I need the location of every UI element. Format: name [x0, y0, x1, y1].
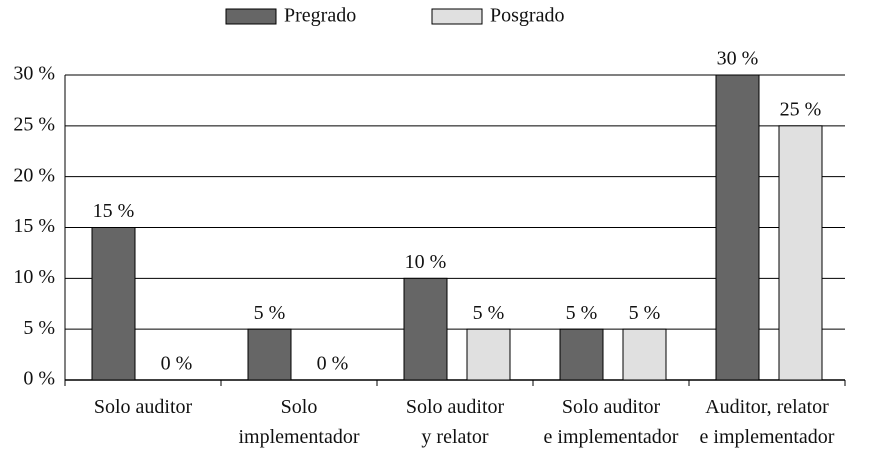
x-tick-label-line: Solo auditor — [562, 396, 661, 418]
bar — [91, 227, 136, 381]
x-tick-label-line: implementador — [238, 426, 359, 448]
y-tick-label: 5 % — [23, 317, 55, 339]
x-tick-label: Auditor, relator e implementador — [700, 396, 835, 448]
x-tick-label-line: Solo auditor — [406, 396, 505, 418]
value-label: 5 % — [629, 302, 661, 324]
y-tick-label: 30 % — [13, 63, 55, 85]
bar — [715, 74, 760, 381]
x-tick-label-line: Auditor, relator — [705, 396, 829, 418]
value-label: 5 % — [473, 302, 505, 324]
y-tick-label: 25 % — [13, 113, 55, 135]
bar — [559, 328, 604, 381]
bar — [778, 125, 823, 381]
x-tick-label: Solo auditor y relator — [406, 396, 505, 448]
x-tick-label: Solo auditor e implementador — [544, 396, 679, 448]
x-tick-label-line: y relator — [421, 426, 489, 448]
bar — [466, 328, 511, 381]
x-tick-label-line: e implementador — [700, 426, 835, 448]
value-label: 5 % — [254, 302, 286, 324]
legend-swatch — [225, 8, 277, 25]
x-tick-label-line: Solo auditor — [94, 396, 193, 418]
legend-label: Posgrado — [490, 5, 564, 27]
y-tick-label: 0 % — [23, 368, 55, 390]
legend-label: Pregrado — [284, 5, 356, 27]
value-label: 0 % — [161, 353, 193, 375]
bar — [622, 328, 667, 381]
y-tick-label: 15 % — [13, 215, 55, 237]
value-label: 10 % — [405, 251, 447, 273]
x-tick-label: Solo implementador — [238, 396, 359, 448]
value-label: 5 % — [566, 302, 598, 324]
bar — [403, 277, 448, 381]
bar — [247, 328, 292, 381]
x-tick-label-line: e implementador — [544, 426, 679, 448]
value-label: 25 % — [780, 98, 822, 120]
y-tick-label: 20 % — [13, 164, 55, 186]
y-tick-label: 10 % — [13, 266, 55, 288]
value-label: 0 % — [317, 353, 349, 375]
value-label: 15 % — [93, 200, 135, 222]
value-label: 30 % — [717, 48, 759, 70]
x-tick-label-line: Solo — [281, 396, 318, 418]
x-tick-label: Solo auditor — [94, 396, 193, 418]
legend-swatch — [431, 8, 483, 25]
